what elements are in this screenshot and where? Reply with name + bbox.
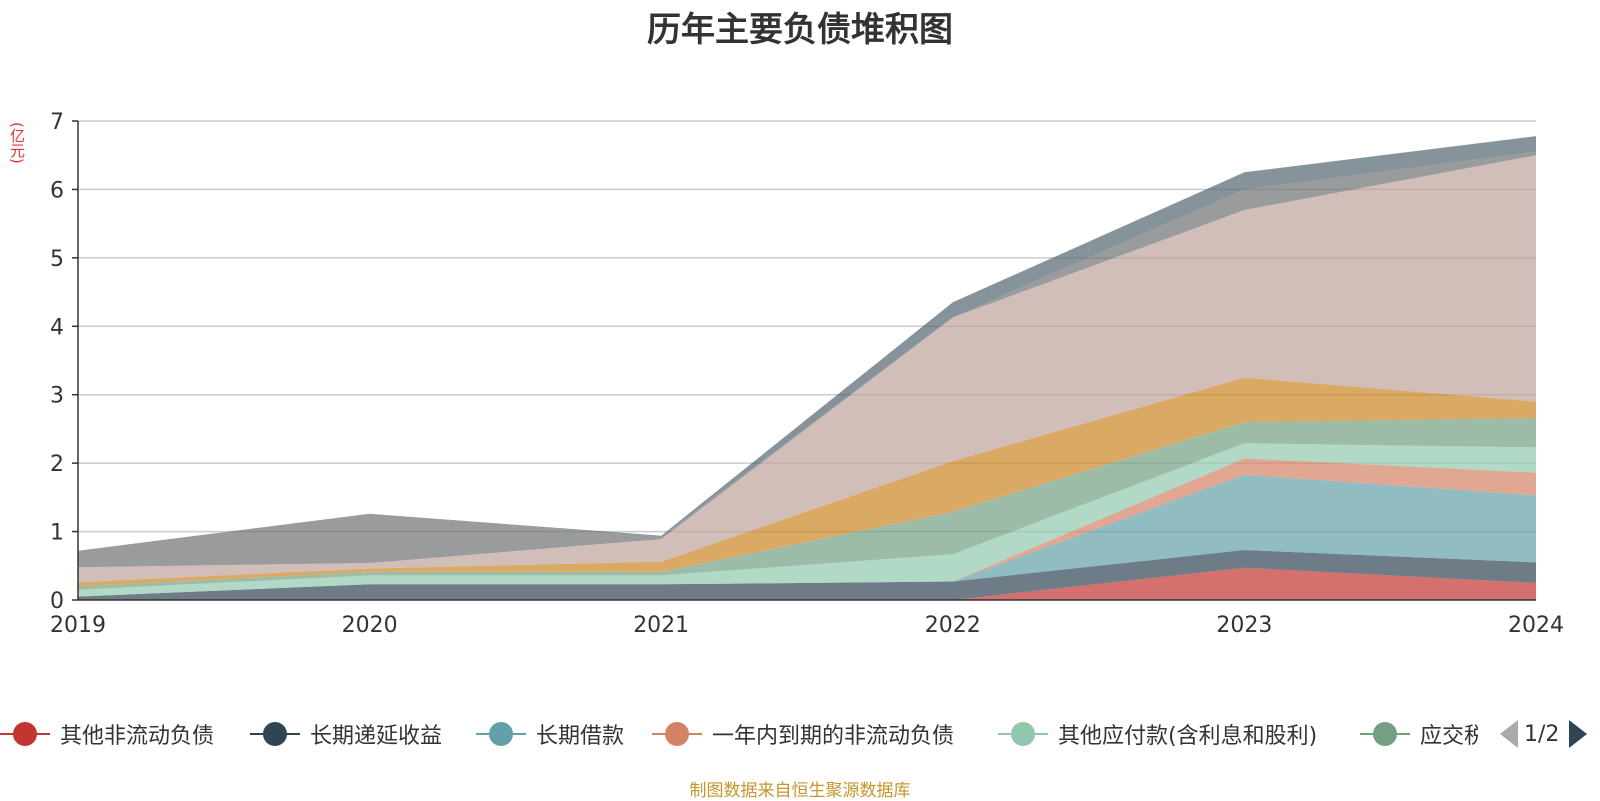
- legend-item[interactable]: 一年内到期的非流动负债: [652, 714, 954, 754]
- y-tick-label: 5: [50, 247, 64, 272]
- area-series-3[interactable]: [78, 474, 1536, 597]
- axes: [72, 120, 1536, 601]
- y-tick-label: 1: [50, 521, 64, 546]
- source-note: 制图数据来自恒生聚源数据库: [689, 781, 911, 801]
- legend-item[interactable]: 应交税费: [1360, 714, 1478, 754]
- legend-item[interactable]: 其他非流动负债: [0, 714, 214, 754]
- legend-pager: 1/2: [1500, 716, 1588, 752]
- area-series-7[interactable]: [78, 377, 1536, 587]
- area-series: [78, 136, 1536, 600]
- area-series-2[interactable]: [78, 550, 1536, 600]
- legend-label: 应交税费: [1420, 724, 1478, 749]
- legend-prev-page-icon[interactable]: [1500, 720, 1518, 748]
- legend-page-indicator: 1/2: [1524, 721, 1560, 747]
- area-series-5[interactable]: [78, 443, 1536, 597]
- y-axis-unit-label: (亿元): [8, 122, 26, 164]
- tick-labels: 0 1 2 3 4 5 6 7 2019 2020 2021 2022 2023 2024: [50, 110, 1564, 638]
- x-tick-label: 2022: [925, 613, 981, 638]
- stacked-area-chart: 0 1 2 3 4 5 6 7 2019 2020 2021 2022 2023 2024: [50, 110, 1564, 638]
- legend-label: 其他非流动负债: [60, 724, 215, 749]
- legend-marker-icon: [0, 721, 50, 747]
- area-series-6[interactable]: [78, 418, 1536, 590]
- legend-item[interactable]: 长期递延收益: [250, 714, 442, 754]
- x-tick-label: 2024: [1508, 613, 1564, 638]
- legend-label: 长期递延收益: [310, 724, 443, 749]
- area-series-4[interactable]: [78, 458, 1536, 597]
- x-tick-label: 2023: [1216, 613, 1272, 638]
- legend-marker-icon: [250, 721, 300, 747]
- y-tick-label: 2: [50, 452, 64, 477]
- x-tick-label: 2019: [50, 613, 106, 638]
- y-tick-label: 4: [50, 315, 64, 340]
- area-series-1[interactable]: [78, 567, 1536, 600]
- y-tick-label: 0: [50, 589, 64, 614]
- area-series-8[interactable]: [78, 155, 1536, 583]
- legend-label: 其他应付款(含利息和股利): [1058, 724, 1318, 749]
- legend-marker-icon: [998, 721, 1048, 747]
- chart-title: 历年主要负债堆积图: [647, 10, 953, 50]
- x-tick-label: 2021: [633, 613, 689, 638]
- y-tick-label: 7: [50, 110, 64, 135]
- legend: 其他非流动负债 长期递延收益 长期借款 一年内到期的非流动负债 其他应付款(含利息和股利…: [0, 714, 1478, 754]
- legend-label: 一年内到期的非流动负债: [712, 724, 955, 749]
- legend-item[interactable]: 其他应付款(含利息和股利): [998, 714, 1317, 754]
- legend-marker-icon: [476, 721, 526, 747]
- y-tick-label: 3: [50, 384, 64, 409]
- legend-marker-icon: [652, 721, 702, 747]
- x-tick-label: 2020: [342, 613, 398, 638]
- y-tick-label: 6: [50, 178, 64, 203]
- legend-item[interactable]: 长期借款: [476, 714, 624, 754]
- legend-next-page-icon[interactable]: [1569, 720, 1588, 748]
- legend-label: 长期借款: [536, 724, 625, 749]
- legend-marker-icon: [1360, 721, 1410, 747]
